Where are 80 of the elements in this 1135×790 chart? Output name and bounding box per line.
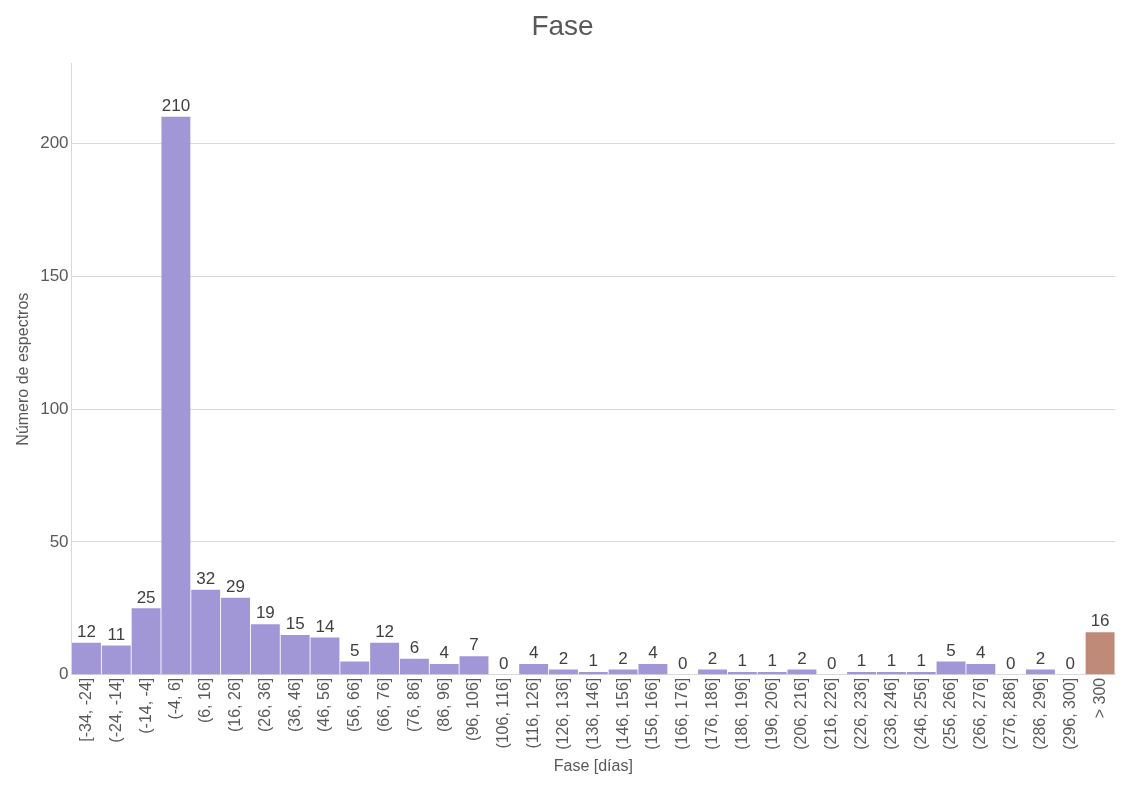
data-label: 4 bbox=[439, 643, 449, 663]
x-tick-label: (256, 266] bbox=[941, 677, 959, 750]
y-tick-label: 50 bbox=[49, 531, 69, 551]
data-label: 25 bbox=[136, 587, 156, 607]
bar bbox=[1085, 632, 1115, 675]
data-label: 12 bbox=[77, 622, 96, 642]
x-tick-label: (176, 186] bbox=[702, 677, 720, 750]
data-label: 11 bbox=[107, 624, 126, 644]
data-label: 1 bbox=[916, 651, 926, 671]
x-tick-label: (266, 276] bbox=[971, 677, 989, 750]
data-label: 6 bbox=[409, 637, 420, 657]
x-tick-label: (196, 206] bbox=[762, 677, 780, 750]
bar bbox=[1026, 669, 1055, 675]
data-label: 12 bbox=[375, 622, 395, 642]
data-label: 2 bbox=[797, 648, 807, 668]
y-tick-label: 150 bbox=[40, 265, 69, 285]
data-label: 7 bbox=[469, 635, 479, 655]
data-label: 2 bbox=[1035, 648, 1046, 668]
data-label: 16 bbox=[1090, 611, 1110, 631]
data-label: 14 bbox=[315, 616, 335, 636]
y-tick-label: 200 bbox=[40, 133, 69, 152]
x-tick-label: (116, 126] bbox=[524, 677, 542, 749]
data-label: 2 bbox=[618, 648, 628, 668]
x-tick-label: (146, 156] bbox=[613, 677, 631, 750]
data-label: 4 bbox=[976, 643, 986, 663]
x-tick-label: (136, 146] bbox=[583, 677, 601, 750]
x-tick-label: (276, 286] bbox=[1001, 677, 1019, 750]
data-label: 1 bbox=[767, 651, 777, 671]
data-label: 29 bbox=[226, 576, 245, 596]
x-tick-label: (-24, -14] bbox=[106, 677, 124, 743]
x-tick-label: (36, 46] bbox=[285, 677, 303, 733]
data-label: 0 bbox=[499, 653, 509, 673]
y-tick-label: 0 bbox=[59, 664, 69, 684]
x-tick-label: (6, 16] bbox=[196, 677, 214, 724]
data-label: 32 bbox=[196, 568, 216, 588]
x-tick-label: (246, 256] bbox=[911, 677, 929, 750]
data-label: 210 bbox=[161, 95, 191, 115]
x-tick-label: (46, 56] bbox=[315, 677, 333, 733]
data-label: 5 bbox=[946, 640, 956, 660]
data-label: 2 bbox=[707, 648, 718, 668]
x-tick-label: (206, 216] bbox=[792, 677, 810, 750]
x-tick-label: [-34, -24] bbox=[76, 677, 94, 742]
x-tick-label: (106, 116] bbox=[494, 677, 512, 749]
data-label: 1 bbox=[856, 651, 867, 671]
x-tick-label: (166, 176] bbox=[673, 677, 691, 750]
x-tick-label: (226, 236] bbox=[852, 677, 869, 750]
data-label: 1 bbox=[588, 651, 599, 671]
x-tick-label: (-4, 6] bbox=[166, 677, 184, 720]
data-label: 4 bbox=[528, 643, 539, 663]
x-tick-label: (286, 296] bbox=[1030, 677, 1048, 750]
data-label: 0 bbox=[1005, 653, 1016, 673]
x-tick-label: (216, 226] bbox=[822, 677, 840, 750]
data-label: 19 bbox=[255, 603, 275, 623]
data-label: 0 bbox=[1065, 653, 1076, 673]
x-tick-label: (86, 96] bbox=[434, 677, 452, 733]
y-tick-label: 100 bbox=[40, 398, 69, 418]
x-tick-label: (156, 166] bbox=[643, 677, 661, 750]
data-label: 0 bbox=[677, 653, 688, 673]
x-tick-label: (-14, -4] bbox=[136, 677, 154, 734]
data-label: 5 bbox=[350, 640, 360, 660]
data-label: 1 bbox=[886, 651, 897, 671]
x-tick-label: (126, 136] bbox=[553, 677, 571, 750]
x-tick-label: (296, 300] bbox=[1060, 677, 1078, 750]
x-tick-label: > 300 bbox=[1090, 677, 1108, 719]
x-tick-label: (96, 106] bbox=[464, 677, 482, 741]
data-label: 1 bbox=[737, 651, 748, 671]
data-label: 2 bbox=[558, 648, 569, 668]
x-tick-label: (56, 66] bbox=[345, 677, 363, 733]
chart-title: Fase bbox=[531, 9, 594, 41]
x-tick-label: (66, 76] bbox=[375, 677, 392, 733]
y-axis-title: Número de espectros bbox=[14, 292, 32, 446]
data-label: 0 bbox=[827, 653, 837, 673]
x-tick-label: (26, 36] bbox=[255, 677, 273, 733]
data-label: 15 bbox=[285, 614, 305, 634]
x-tick-label: (186, 196] bbox=[732, 677, 750, 750]
x-tick-label: (236, 246] bbox=[881, 677, 899, 750]
x-tick-label: (16, 26] bbox=[225, 677, 243, 733]
x-axis-title: Fase [días] bbox=[553, 756, 633, 774]
data-label: 4 bbox=[648, 643, 658, 663]
x-tick-label: (76, 86] bbox=[404, 677, 422, 733]
